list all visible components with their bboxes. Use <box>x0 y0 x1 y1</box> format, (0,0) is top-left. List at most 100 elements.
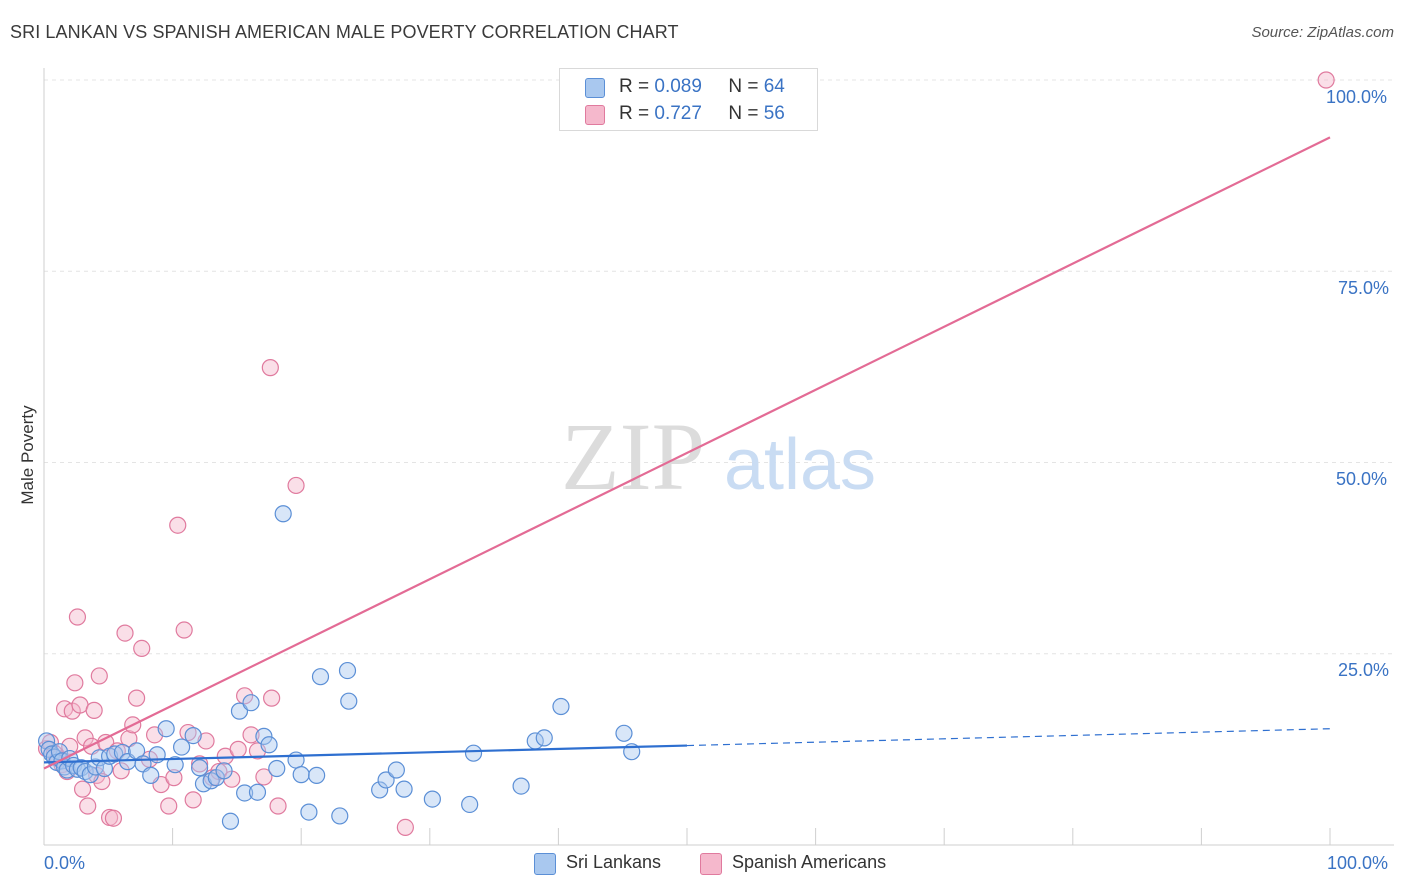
sri-lankan-point <box>461 795 479 814</box>
y-tick-75: 75.0% <box>1338 278 1390 298</box>
sri-lankan-point <box>287 751 305 769</box>
spanish-american-point <box>66 674 84 692</box>
sri-lankan-point <box>274 505 292 523</box>
spanish-american-point <box>179 723 197 742</box>
bottom-legend-label: Spanish Americans <box>732 852 887 872</box>
legend-r-value: 0.089 <box>654 76 702 97</box>
sri-lankan-point <box>242 694 260 712</box>
sri-lankan-point <box>464 744 483 762</box>
legend-n-value: 56 <box>763 103 785 124</box>
spanish-american-point <box>85 701 103 719</box>
sri-lankan-point <box>255 727 273 745</box>
sri-lankan-point <box>157 720 175 738</box>
sri-lankans-trend-line-extension <box>686 728 1331 747</box>
x-tick-max: 100.0% <box>1327 853 1389 873</box>
spanish-american-point <box>261 359 279 377</box>
spanish-american-point <box>175 621 193 639</box>
legend-n-label: N = <box>728 103 759 124</box>
chart-title: SRI LANKAN VS SPANISH AMERICAN MALE POVE… <box>10 22 679 42</box>
legend-r-label: R = <box>619 76 650 97</box>
sri-lankan-point <box>76 762 94 781</box>
spanish-american-point <box>68 608 87 626</box>
watermark-atlas: atlas <box>724 425 876 505</box>
correlation-legend: R = 0.089 N = 64 R = 0.727 N = 56 <box>559 68 818 131</box>
sri-lankan-point <box>221 812 240 830</box>
spanish-american-point <box>197 732 215 750</box>
sri-lankan-point <box>248 783 267 801</box>
spanish-american-point <box>61 737 79 755</box>
spanish-american-point <box>116 624 134 642</box>
spanish-american-point <box>104 809 123 827</box>
bottom-legend-label: Sri Lankans <box>566 852 662 872</box>
bottom-legend-swatch-pink <box>700 853 722 875</box>
sri-lankan-point <box>395 780 413 798</box>
spanish-american-point <box>229 740 247 758</box>
sri-lankan-point <box>191 759 209 777</box>
legend-n-label: N = <box>728 76 759 97</box>
sri-lankan-point <box>268 759 286 778</box>
spanish-american-point <box>133 639 151 657</box>
bottom-legend-swatch-blue <box>534 853 556 875</box>
watermark: ZIP atlas <box>561 403 876 510</box>
sri-lankan-point <box>184 727 202 745</box>
axes <box>43 68 1394 846</box>
sri-lankan-point <box>236 784 254 802</box>
sri-lankan-point <box>260 736 278 754</box>
spanish-american-point <box>184 791 202 809</box>
spanish-american-point <box>191 755 209 773</box>
sri-lankan-point <box>615 724 633 742</box>
watermark-zip: ZIP <box>561 403 705 510</box>
sri-lankan-point <box>423 790 441 808</box>
spanish-americans-points <box>37 71 1335 837</box>
spanish-american-point <box>1317 71 1335 89</box>
sri-lankans-points <box>37 505 641 830</box>
sri-lankans-trend-line <box>43 744 688 764</box>
x-tick-min: 0.0% <box>44 853 86 873</box>
spanish-american-point <box>165 769 183 787</box>
grid-lines <box>44 79 1394 655</box>
spanish-american-point <box>120 730 138 748</box>
sri-lankan-point <box>512 777 530 795</box>
sri-lankan-point <box>202 772 220 790</box>
sri-lankan-point <box>338 661 357 680</box>
y-tick-100: 100.0% <box>1326 87 1388 107</box>
source-label: Source: ZipAtlas.com <box>1251 24 1394 41</box>
spanish-american-point <box>396 818 414 837</box>
spanish-americans-trend-line <box>43 136 1331 770</box>
sri-lankan-point <box>535 729 553 747</box>
y-tick-25: 25.0% <box>1338 660 1390 680</box>
sri-lankan-point <box>387 761 405 779</box>
spanish-american-point <box>112 762 130 780</box>
legend-n-value: 64 <box>763 76 785 97</box>
sri-lankan-point <box>215 762 233 780</box>
spanish-american-point <box>255 768 273 786</box>
spanish-american-point <box>127 689 146 707</box>
spanish-american-point <box>160 797 178 815</box>
sri-lankan-point <box>142 766 160 784</box>
legend-swatch-pink <box>585 105 605 125</box>
legend-r-label: R = <box>619 103 650 124</box>
spanish-american-point <box>287 476 305 495</box>
sri-lankan-point <box>166 756 184 774</box>
legend-r-value: 0.727 <box>654 103 702 124</box>
spanish-american-point <box>169 516 187 534</box>
spanish-american-point <box>73 780 92 798</box>
spanish-american-point <box>263 689 281 707</box>
sri-lankan-point <box>173 738 191 756</box>
spanish-american-point <box>90 667 108 685</box>
spanish-american-point <box>236 687 254 705</box>
legend-swatch-blue <box>585 78 605 98</box>
y-tick-50: 50.0% <box>1336 469 1388 489</box>
sri-lankan-point <box>230 702 249 720</box>
sri-lankan-point <box>552 697 570 716</box>
sri-lankan-point <box>311 668 330 686</box>
sri-lankan-point <box>331 807 349 825</box>
sri-lankan-point <box>371 781 389 799</box>
sri-lankan-point <box>377 771 395 789</box>
trend-lines <box>43 136 1331 770</box>
sri-lankan-point <box>340 692 358 710</box>
spanish-american-point <box>269 797 287 815</box>
sri-lankan-point <box>300 803 318 821</box>
sri-lankan-point <box>308 766 326 784</box>
